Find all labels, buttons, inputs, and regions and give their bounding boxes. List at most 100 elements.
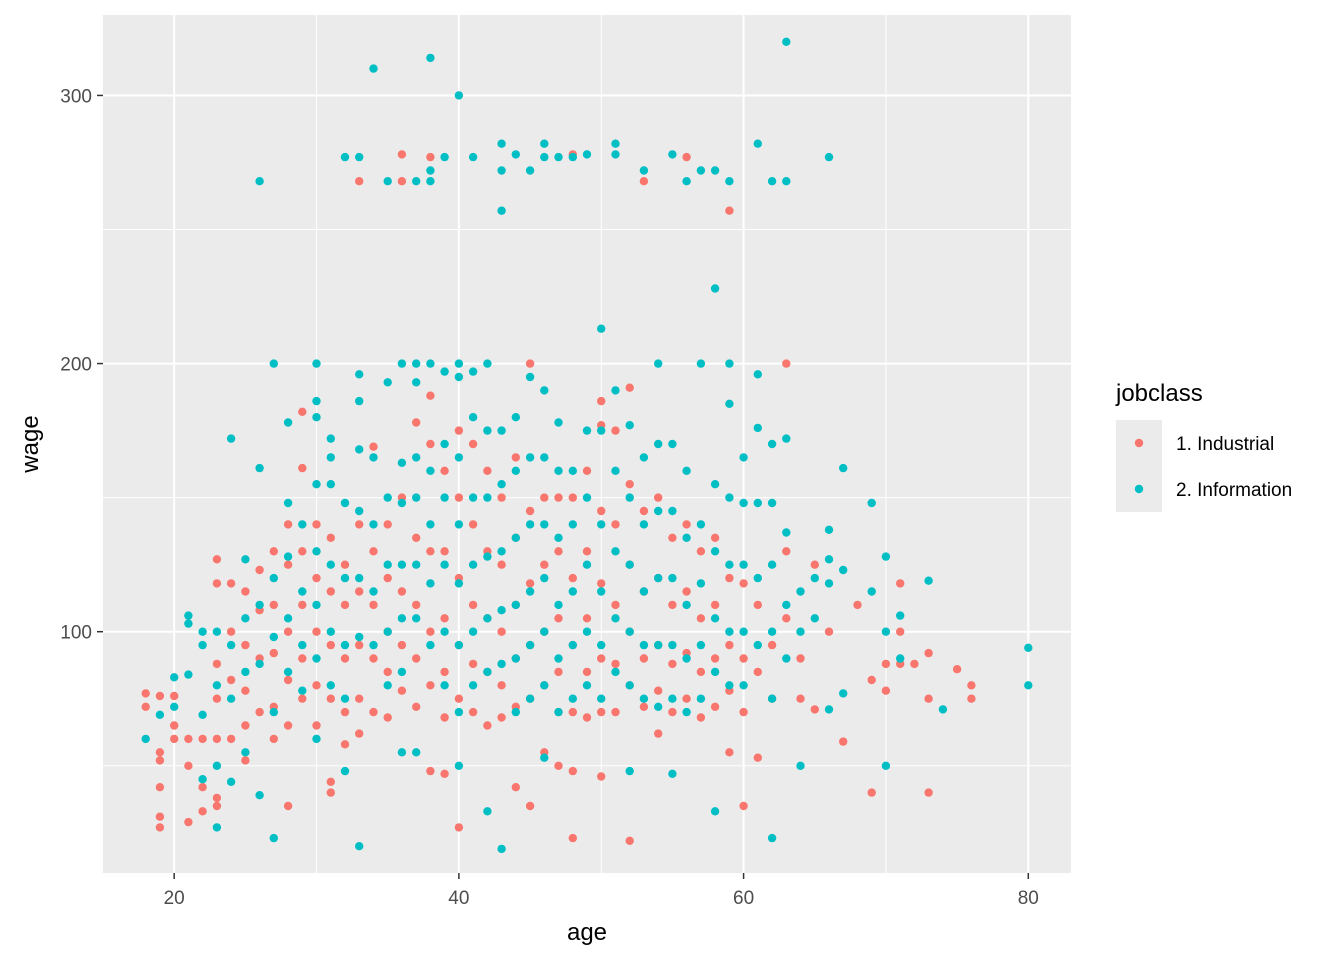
data-point <box>483 807 492 816</box>
data-point <box>782 528 791 537</box>
data-point <box>525 506 535 516</box>
data-point <box>312 600 321 610</box>
data-point <box>355 520 364 529</box>
data-point <box>226 640 236 650</box>
data-point <box>454 453 464 462</box>
data-point <box>426 391 435 400</box>
data-point <box>668 573 677 583</box>
data-point <box>753 667 762 677</box>
data-point <box>568 493 577 502</box>
data-point <box>710 654 720 663</box>
data-point <box>412 560 421 569</box>
data-point <box>725 640 734 650</box>
data-point <box>639 520 649 529</box>
data-point <box>283 667 293 677</box>
data-point <box>454 520 464 529</box>
data-point <box>824 627 834 636</box>
data-point <box>668 694 677 703</box>
data-point <box>155 691 165 701</box>
data-point <box>269 632 278 642</box>
data-point <box>497 547 506 556</box>
data-point <box>554 493 563 502</box>
data-point <box>739 681 748 690</box>
data-point <box>468 520 478 529</box>
data-point <box>497 139 506 148</box>
data-point <box>668 506 677 516</box>
data-point <box>340 694 350 703</box>
data-point <box>782 359 791 368</box>
data-point <box>554 600 563 610</box>
data-point <box>369 640 378 650</box>
data-point <box>226 734 236 744</box>
data-point <box>326 453 335 462</box>
data-point <box>497 560 506 569</box>
data-point <box>554 614 563 623</box>
data-point <box>212 681 222 690</box>
data-point <box>639 506 649 516</box>
data-point <box>397 614 407 623</box>
data-point <box>753 600 762 610</box>
data-point <box>226 627 236 636</box>
data-point <box>625 421 634 430</box>
data-point <box>810 573 819 583</box>
data-point <box>710 533 720 542</box>
data-point <box>497 426 506 435</box>
data-point <box>967 694 976 703</box>
data-point <box>426 766 435 776</box>
data-point <box>796 654 805 663</box>
data-point <box>710 547 720 556</box>
data-point <box>355 177 364 186</box>
data-point <box>212 694 222 703</box>
data-point <box>340 640 350 650</box>
data-point <box>355 152 364 162</box>
data-point <box>767 439 777 449</box>
data-point <box>283 418 293 427</box>
data-point <box>269 573 278 583</box>
data-point <box>355 842 364 851</box>
data-point <box>326 627 335 636</box>
data-point <box>597 772 606 781</box>
data-point <box>483 426 492 435</box>
data-point <box>611 466 620 475</box>
data-point <box>298 600 307 610</box>
data-point <box>454 493 464 502</box>
data-point <box>597 694 606 703</box>
data-point <box>582 426 592 435</box>
data-point <box>198 783 207 792</box>
data-point <box>782 177 791 186</box>
x-tick-label: 40 <box>448 888 469 909</box>
data-point <box>597 396 606 406</box>
data-point <box>340 152 350 162</box>
data-point <box>198 627 207 636</box>
data-point <box>597 579 606 588</box>
data-point <box>255 707 264 717</box>
data-point <box>184 817 193 827</box>
data-point <box>696 667 706 677</box>
data-point <box>739 627 748 636</box>
x-tick-label: 80 <box>1018 888 1039 909</box>
data-point <box>184 619 193 628</box>
data-point <box>170 702 179 711</box>
data-point <box>554 654 563 663</box>
data-point <box>810 560 819 569</box>
data-point <box>710 614 720 623</box>
data-point <box>611 150 620 159</box>
data-point <box>554 667 563 677</box>
data-point <box>625 493 634 502</box>
data-point <box>568 520 577 529</box>
data-point <box>782 37 791 46</box>
data-point <box>682 152 691 162</box>
data-point <box>155 756 165 765</box>
data-point <box>383 378 392 387</box>
data-point <box>426 152 435 162</box>
data-point <box>141 734 150 744</box>
data-point <box>483 667 492 677</box>
data-point <box>739 707 748 717</box>
data-point <box>383 493 392 502</box>
data-point <box>540 386 549 395</box>
data-point <box>269 648 278 658</box>
data-point <box>696 694 706 703</box>
data-point <box>226 777 236 786</box>
data-point <box>625 681 634 690</box>
data-point <box>725 177 734 186</box>
